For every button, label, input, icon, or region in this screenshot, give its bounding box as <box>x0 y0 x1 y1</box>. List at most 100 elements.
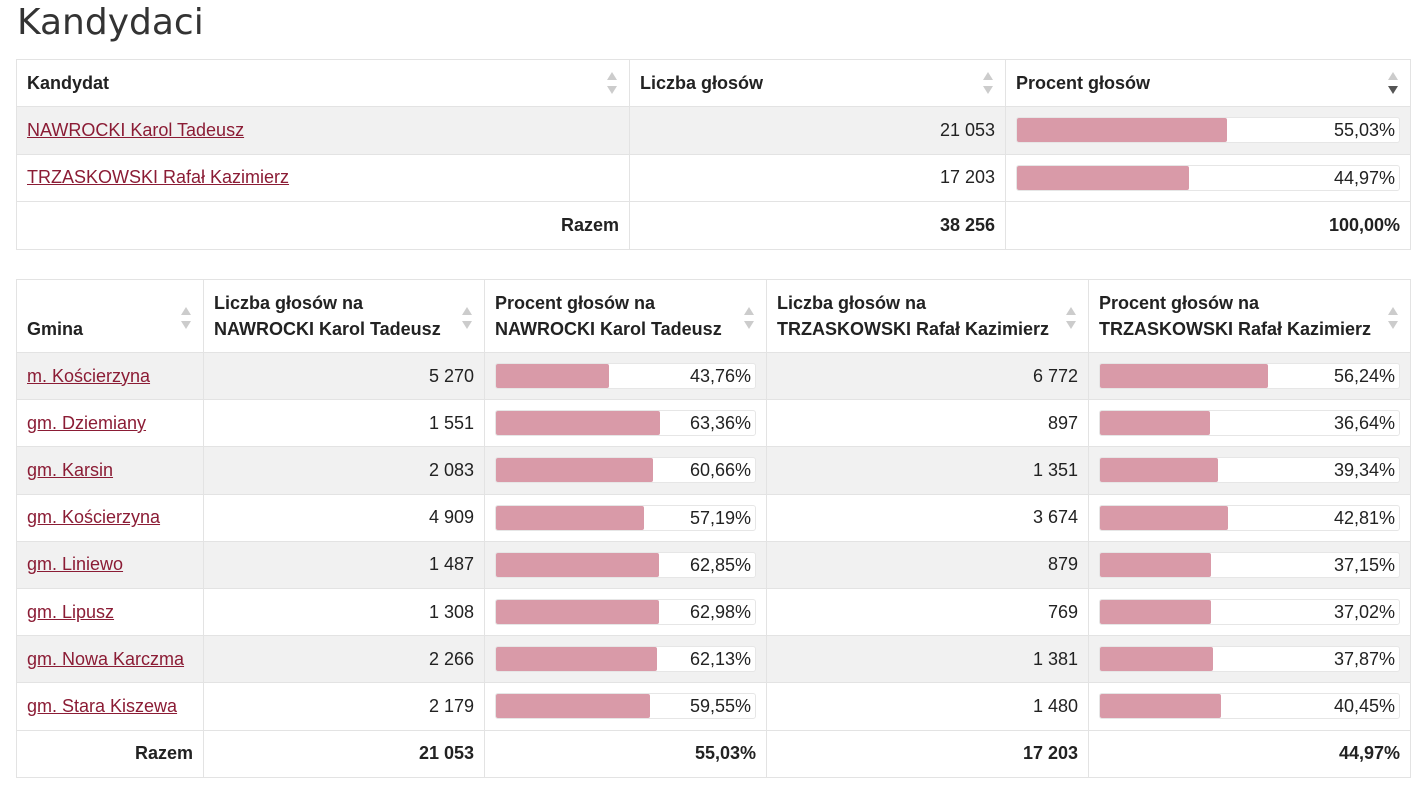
trzaskowski-percent-bar: 37,15% <box>1099 551 1400 578</box>
trzaskowski-percent-cell: 56,24% <box>1088 351 1411 401</box>
col-header-nawrocki-percent[interactable]: Procent głosów na NAWROCKI Karol Tadeusz <box>484 279 767 353</box>
percent-label: 55,03% <box>1333 120 1395 141</box>
gmina-link[interactable]: m. Kościerzyna <box>27 365 151 386</box>
total-votes: 38 256 <box>629 201 1006 250</box>
total-trzaskowski-percent: 44,97% <box>1088 729 1411 778</box>
nawrocki-percent-label: 62,98% <box>689 602 751 623</box>
col-header-trzaskowski-percent[interactable]: Procent głosów na TRZASKOWSKI Rafał Kazim… <box>1088 279 1411 353</box>
nawrocki-votes-cell: 4 909 <box>203 493 485 542</box>
nawrocki-percent-bar-fill <box>496 647 657 672</box>
candidates-total-row: Razem 38 256 100,00% <box>16 201 1411 250</box>
nawrocki-percent-cell: 62,98% <box>484 587 767 637</box>
total-trzaskowski-votes: 17 203 <box>766 729 1089 778</box>
trzaskowski-percent-bar: 37,02% <box>1099 599 1400 626</box>
trzaskowski-votes-cell: 1 351 <box>766 446 1089 495</box>
trzaskowski-percent-label: 37,02% <box>1333 602 1395 623</box>
nawrocki-percent-bar: 60,66% <box>495 457 756 484</box>
sort-icon <box>607 72 617 94</box>
nawrocki-votes-cell: 1 551 <box>203 399 485 448</box>
percent-bar: 44,97% <box>1016 164 1400 191</box>
table-row: gm. Liniewo 1 487 62,85% 879 37,15% <box>16 540 1411 589</box>
nawrocki-votes-cell: 2 083 <box>203 446 485 495</box>
gmina-name-cell: gm. Karsin <box>16 446 204 495</box>
nawrocki-percent-bar-fill <box>496 694 651 719</box>
trzaskowski-percent-bar-fill <box>1100 552 1212 577</box>
nawrocki-percent-bar: 62,98% <box>495 599 756 626</box>
percent-label: 44,97% <box>1333 167 1395 188</box>
col-header-kandydat[interactable]: Kandydat <box>16 59 630 107</box>
trzaskowski-votes-cell: 897 <box>766 399 1089 448</box>
trzaskowski-percent-bar: 39,34% <box>1099 457 1400 484</box>
col-header-procent-glosow[interactable]: Procent głosów <box>1005 59 1411 107</box>
trzaskowski-percent-label: 39,34% <box>1333 460 1395 481</box>
page-title: Kandydaci <box>17 2 204 43</box>
votes-cell: 21 053 <box>629 106 1006 155</box>
nawrocki-percent-bar-fill <box>496 364 610 389</box>
gmina-link[interactable]: gm. Liniewo <box>27 554 124 575</box>
nawrocki-percent-cell: 59,55% <box>484 682 767 731</box>
table-row: TRZASKOWSKI Rafał Kazimierz 17 203 44,97% <box>16 153 1411 202</box>
table-row: gm. Nowa Karczma 2 266 62,13% 1 381 37,87% <box>16 635 1411 684</box>
trzaskowski-votes-cell: 1 381 <box>766 635 1089 684</box>
nawrocki-votes-cell: 2 179 <box>203 682 485 731</box>
total-nawrocki-votes: 21 053 <box>203 729 485 778</box>
trzaskowski-percent-label: 42,81% <box>1333 507 1395 528</box>
total-label: Razem <box>16 201 630 250</box>
trzaskowski-percent-bar-fill <box>1100 364 1269 389</box>
gmina-name-cell: gm. Lipusz <box>16 587 204 637</box>
gmina-name-cell: gm. Stara Kiszewa <box>16 682 204 731</box>
nawrocki-votes-cell: 5 270 <box>203 351 485 401</box>
sort-icon <box>1388 307 1398 329</box>
trzaskowski-percent-cell: 36,64% <box>1088 399 1411 448</box>
trzaskowski-percent-bar: 42,81% <box>1099 504 1400 531</box>
gmina-link[interactable]: gm. Lipusz <box>27 601 115 622</box>
nawrocki-percent-cell: 62,13% <box>484 635 767 684</box>
percent-bar-fill <box>1017 118 1228 143</box>
nawrocki-percent-cell: 62,85% <box>484 540 767 589</box>
percent-bar: 55,03% <box>1016 117 1400 144</box>
gmina-link[interactable]: gm. Dziemiany <box>27 412 147 433</box>
votes-cell: 17 203 <box>629 153 1006 202</box>
trzaskowski-votes-cell: 6 772 <box>766 351 1089 401</box>
trzaskowski-percent-bar-fill <box>1100 600 1211 625</box>
percent-cell: 55,03% <box>1005 106 1411 155</box>
col-header-gmina[interactable]: Gmina <box>16 279 204 353</box>
gmina-link[interactable]: gm. Kościerzyna <box>27 507 161 528</box>
nawrocki-percent-bar-fill <box>496 552 659 577</box>
col-header-liczba-glosow[interactable]: Liczba głosów <box>629 59 1006 107</box>
trzaskowski-percent-label: 56,24% <box>1333 366 1395 387</box>
candidate-link[interactable]: NAWROCKI Karol Tadeusz <box>27 119 245 140</box>
trzaskowski-percent-bar-fill <box>1100 411 1210 436</box>
col-header-nawrocki-votes[interactable]: Liczba głosów na NAWROCKI Karol Tadeusz <box>203 279 485 353</box>
trzaskowski-percent-bar: 56,24% <box>1099 363 1400 390</box>
nawrocki-percent-bar: 57,19% <box>495 504 756 531</box>
trzaskowski-votes-cell: 3 674 <box>766 493 1089 542</box>
trzaskowski-percent-bar-fill <box>1100 694 1221 719</box>
trzaskowski-percent-label: 37,15% <box>1333 554 1395 575</box>
nawrocki-percent-bar-fill <box>496 458 654 483</box>
trzaskowski-percent-cell: 37,15% <box>1088 540 1411 589</box>
sort-desc-icon <box>1388 72 1398 94</box>
gmina-name-cell: gm. Dziemiany <box>16 399 204 448</box>
gmina-link[interactable]: gm. Karsin <box>27 459 114 480</box>
trzaskowski-votes-cell: 769 <box>766 587 1089 637</box>
table-row: gm. Kościerzyna 4 909 57,19% 3 674 42,81% <box>16 493 1411 542</box>
candidates-table: Kandydat Liczba głosów Procent głosów NA… <box>16 59 1411 250</box>
nawrocki-percent-label: 63,36% <box>689 413 751 434</box>
nawrocki-percent-bar: 62,13% <box>495 646 756 673</box>
gminy-table: Gmina Liczba głosów na NAWROCKI Karol Tad… <box>16 279 1411 778</box>
nawrocki-percent-label: 57,19% <box>689 507 751 528</box>
gmina-link[interactable]: gm. Stara Kiszewa <box>27 695 178 716</box>
trzaskowski-percent-label: 40,45% <box>1333 696 1395 717</box>
percent-cell: 44,97% <box>1005 153 1411 202</box>
gmina-name-cell: gm. Kościerzyna <box>16 493 204 542</box>
gmina-name-cell: m. Kościerzyna <box>16 351 204 401</box>
col-header-trzaskowski-votes[interactable]: Liczba głosów na TRZASKOWSKI Rafał Kazimi… <box>766 279 1089 353</box>
candidate-link[interactable]: TRZASKOWSKI Rafał Kazimierz <box>27 167 290 188</box>
gmina-link[interactable]: gm. Nowa Karczma <box>27 648 185 669</box>
trzaskowski-percent-bar: 37,87% <box>1099 646 1400 673</box>
nawrocki-percent-bar: 62,85% <box>495 551 756 578</box>
nawrocki-percent-label: 43,76% <box>689 366 751 387</box>
gmina-name-cell: gm. Nowa Karczma <box>16 635 204 684</box>
nawrocki-percent-cell: 60,66% <box>484 446 767 495</box>
